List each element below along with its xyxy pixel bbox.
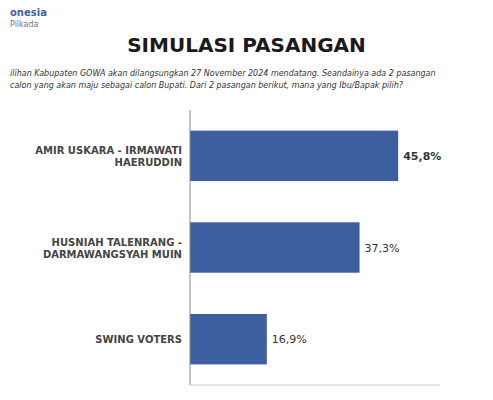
title: SIMULASI PASANGAN <box>127 33 366 57</box>
axis-line <box>190 110 191 385</box>
subtitle: calon yang akan maju sebagai calon Bupat… <box>10 81 404 90</box>
chart: onesia Pilkada SIMULASI PASANGAN ilihan Kab… <box>0 0 493 400</box>
annotation: onesia <box>10 7 47 18</box>
tick-label: AMIR USKARA - IRMAWATIHAERUDDIN <box>35 145 182 168</box>
tick-label: HUSNIAH TALENRANG -DARMAWANGSYAH MUIN <box>43 237 182 260</box>
data-label: 16,9% <box>272 333 307 346</box>
bar <box>190 314 267 364</box>
data-label: 45,8% <box>403 150 441 163</box>
subtitle: ilihan Kabupaten GOWA akan dilangsungkan… <box>10 69 436 78</box>
bar <box>190 222 360 272</box>
axis-line <box>190 385 440 386</box>
data-label: 37,3% <box>365 242 400 255</box>
tick-label: SWING VOTERS <box>95 334 182 345</box>
annotation: Pilkada <box>10 20 39 29</box>
bar <box>190 131 398 181</box>
